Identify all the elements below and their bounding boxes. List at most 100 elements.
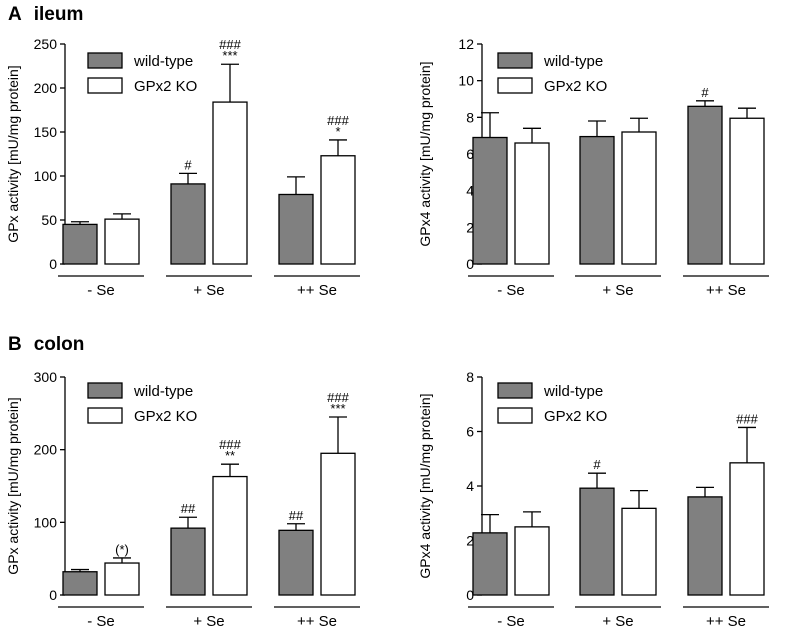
y-axis-label: GPx activity [mU/mg protein] — [5, 397, 21, 574]
legend-label: wild-type — [543, 383, 603, 400]
legend-label: GPx2 KO — [544, 78, 607, 95]
bar — [212, 101, 248, 265]
y-tick-label: 0 — [49, 256, 57, 272]
significance-annotation: * — [335, 124, 340, 139]
significance-annotation: ## — [181, 501, 196, 516]
category-label: + Se — [602, 282, 633, 299]
category-label: ++ Se — [297, 613, 337, 628]
y-tick-label: 100 — [34, 514, 58, 530]
significance-annotation: ### — [219, 37, 241, 52]
bar — [472, 136, 508, 265]
y-tick-label: 0 — [466, 587, 474, 603]
category-label: + Se — [602, 613, 633, 628]
y-tick-label: 200 — [34, 80, 58, 96]
bar — [62, 571, 98, 596]
y-tick-label: 4 — [466, 183, 474, 199]
category-label: - Se — [497, 613, 525, 628]
significance-annotation: # — [184, 157, 192, 172]
bar — [621, 131, 657, 265]
significance-annotation: # — [593, 457, 601, 472]
bar — [278, 193, 314, 265]
chart-panel-colon-gpx: 0 100 200 300 GPx activity [mU/mg protein] ##… — [5, 369, 360, 628]
legend-swatch — [497, 407, 533, 424]
bar — [514, 526, 550, 596]
category-label: + Se — [193, 613, 224, 628]
legend-label: wild-type — [543, 53, 603, 70]
category-label: + Se — [193, 282, 224, 299]
bar — [170, 527, 206, 596]
legend-swatch — [87, 77, 123, 94]
bar — [320, 452, 356, 596]
bar — [278, 529, 314, 596]
legend-swatch — [87, 52, 123, 69]
y-tick-label: 0 — [49, 587, 57, 603]
legend-label: GPx2 KO — [134, 408, 197, 425]
significance-annotation: *** — [222, 48, 237, 63]
bar — [687, 105, 723, 265]
bar — [621, 507, 657, 596]
y-axis-label: GPx4 activity [mU/mg protein] — [417, 393, 433, 578]
y-tick-label: 12 — [458, 36, 474, 52]
significance-annotation: ### — [736, 411, 758, 426]
y-tick-label: 6 — [466, 424, 474, 440]
legend-swatch — [497, 77, 533, 94]
y-tick-label: 250 — [34, 36, 58, 52]
legend-swatch — [87, 382, 123, 399]
y-tick-label: 0 — [466, 256, 474, 272]
y-axis-label: GPx activity [mU/mg protein] — [5, 65, 21, 242]
legend-label: wild-type — [133, 383, 193, 400]
y-tick-label: 8 — [466, 369, 474, 385]
y-tick-label: 100 — [34, 168, 58, 184]
category-label: ++ Se — [297, 282, 337, 299]
bar — [514, 142, 550, 265]
bar — [212, 475, 248, 596]
y-tick-label: 4 — [466, 478, 474, 494]
y-tick-label: 2 — [466, 533, 474, 549]
legend-swatch — [497, 382, 533, 399]
bar — [104, 218, 140, 265]
significance-annotation: ## — [289, 508, 304, 523]
bar — [104, 562, 140, 596]
significance-annotation: *** — [330, 401, 345, 416]
bar — [687, 496, 723, 596]
bar — [62, 223, 98, 265]
bar — [579, 135, 615, 265]
bar — [729, 462, 765, 596]
category-label: ++ Se — [706, 613, 746, 628]
category-label: ++ Se — [706, 282, 746, 299]
significance-annotation: ### — [327, 113, 349, 128]
category-label: - Se — [497, 282, 525, 299]
bar — [170, 183, 206, 265]
y-tick-label: 10 — [458, 73, 474, 89]
bar — [729, 117, 765, 265]
chart-panel-ileum-gpx: 0 50 100 150 200 250 GPx activity [mU/mg prote… — [5, 36, 360, 299]
section-letter: A — [8, 4, 22, 25]
y-tick-label: 6 — [466, 146, 474, 162]
legend-label: GPx2 KO — [544, 408, 607, 425]
bar — [320, 155, 356, 265]
y-tick-label: 200 — [34, 442, 58, 458]
legend-swatch — [87, 407, 123, 424]
category-label: - Se — [87, 613, 115, 628]
section-title: ileum — [33, 4, 84, 25]
y-tick-label: 150 — [34, 124, 58, 140]
legend-label: wild-type — [133, 53, 193, 70]
significance-annotation: ** — [225, 448, 235, 463]
y-axis-label: GPx4 activity [mU/mg protein] — [417, 61, 433, 246]
section-title: colon — [33, 334, 85, 355]
y-tick-label: 300 — [34, 369, 58, 385]
section-letter: B — [8, 334, 22, 355]
bar — [579, 487, 615, 596]
y-tick-label: 8 — [466, 109, 474, 125]
category-label: - Se — [87, 282, 115, 299]
legend-swatch — [497, 52, 533, 69]
significance-annotation: (*) — [115, 542, 129, 557]
significance-annotation: # — [701, 85, 709, 100]
significance-annotation: ### — [327, 390, 349, 405]
y-tick-label: 50 — [41, 212, 57, 228]
chart-panel-ileum-gpx4: 0 2 4 6 8 10 12 GPx4 activity [mU/mg protein] # -… — [417, 36, 769, 299]
